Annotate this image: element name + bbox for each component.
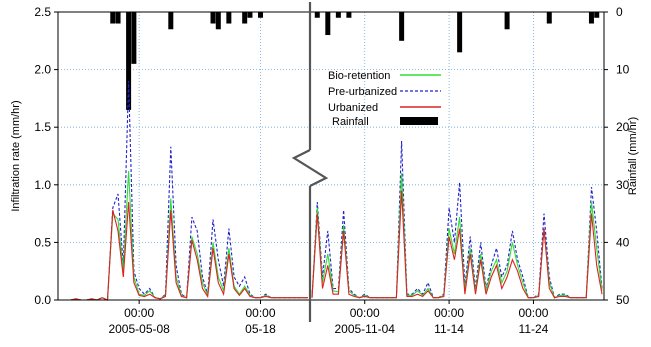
right-axis-label: Rainfall (mm/hr) (627, 117, 639, 195)
right-tick-label: 50 (616, 293, 630, 307)
series-lines (60, 81, 603, 301)
gridlines (58, 12, 604, 300)
legend-label-pre-urbanized: Pre-urbanized (328, 86, 397, 98)
rainfall-bar (399, 12, 405, 41)
x-tick-label-time: 00:00 (245, 306, 275, 320)
rainfall-bar (457, 12, 463, 53)
rainfall-bar (504, 12, 510, 30)
series-line-bio-retention (60, 170, 308, 301)
left-tick-label: 1.0 (34, 178, 51, 192)
rainfall-bar (588, 12, 594, 24)
series-line-urbanized (60, 202, 308, 301)
left-tick-label: 2.5 (34, 5, 51, 19)
x-tick-label-date: 05-18 (245, 322, 276, 336)
right-tick-label: 30 (616, 178, 630, 192)
right-tick-label: 40 (616, 235, 630, 249)
legend: Bio-retention Pre-urbanized Urbanized Ra… (328, 70, 441, 128)
rainfall-bar (115, 12, 121, 24)
x-axis-ticks: 00:00 2005-05-08 00:00 05-18 00:00 2005-11-04… (108, 300, 549, 336)
x-tick-label-time: 00:00 (434, 306, 464, 320)
rainfall-bar (314, 12, 320, 18)
rainfall-bar (110, 12, 116, 24)
right-tick-label: 0 (616, 5, 623, 19)
series-line-urbanized (311, 190, 603, 299)
left-tick-label: 0.0 (34, 293, 51, 307)
rainfall-bar (258, 12, 264, 18)
rainfall-bar (168, 12, 174, 30)
right-axis-ticks: 0 10 20 30 40 50 (604, 5, 630, 307)
x-tick-label-date: 11-24 (519, 322, 549, 336)
rainfall-bar (210, 12, 216, 24)
rainfall-bar (346, 12, 352, 18)
left-tick-label: 2.0 (34, 63, 51, 77)
legend-swatch-rainfall (400, 117, 438, 125)
legend-label-rainfall: Rainfall (332, 116, 369, 128)
rainfall-bar (335, 12, 341, 18)
axis-break-zigzag (291, 149, 329, 187)
rainfall-bar (126, 12, 132, 110)
series-line-pre-urbanized (311, 140, 603, 299)
x-tick-label-date: 2005-05-08 (108, 322, 170, 336)
plot-frame (57, 11, 605, 301)
left-axis-label: Infiltration rate (mm/hr) (10, 100, 22, 211)
legend-label-bio-retention: Bio-retention (328, 70, 390, 82)
rainfall-bar (325, 12, 331, 36)
legend-label-urbanized: Urbanized (328, 102, 378, 114)
right-tick-label: 10 (616, 63, 630, 77)
x-tick-label-time: 00:00 (124, 306, 154, 320)
x-tick-label-time: 00:00 (518, 306, 548, 320)
rainfall-bar (242, 12, 248, 24)
x-tick-label-date: 11-14 (434, 322, 464, 336)
rainfall-bar (247, 12, 253, 18)
left-axis-ticks: 0.0 0.5 1.0 1.5 2.0 2.5 (34, 5, 58, 307)
axis-break (291, 2, 329, 322)
rainfall-bar (131, 12, 137, 64)
rainfall-bar (226, 12, 232, 24)
left-tick-label: 0.5 (34, 235, 51, 249)
x-tick-label-date: 2005-11-04 (334, 322, 395, 336)
series-line-bio-retention (311, 173, 603, 299)
rainfall-bar (546, 12, 552, 24)
rainfall-bar (215, 12, 221, 30)
right-tick-label: 20 (616, 120, 630, 134)
left-tick-label: 1.5 (34, 120, 51, 134)
rainfall-bars (110, 12, 600, 110)
x-tick-label-time: 00:00 (350, 306, 380, 320)
rainfall-bar (594, 12, 600, 18)
series-line-pre-urbanized (60, 81, 308, 301)
